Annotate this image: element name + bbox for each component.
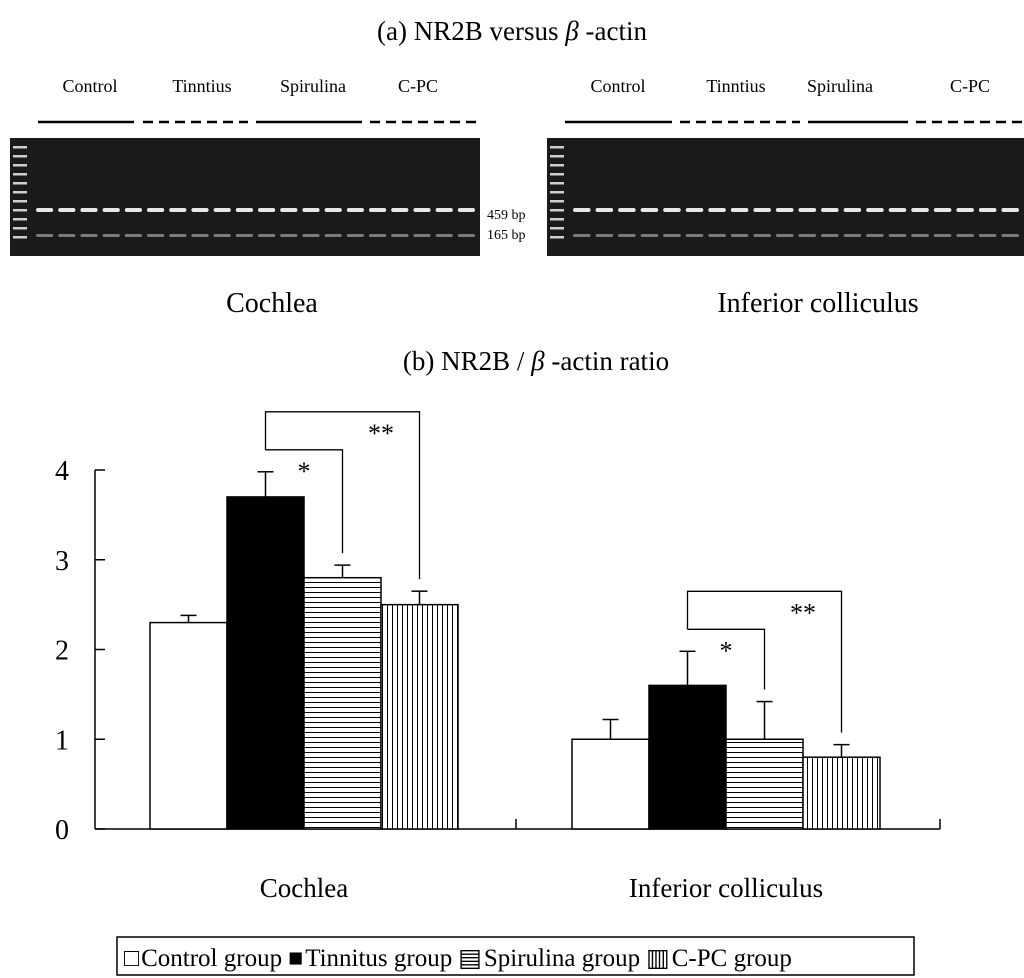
x-category-label: Inferior colliculus	[629, 873, 823, 903]
significance-bracket: ***	[264, 411, 421, 580]
x-category-label: Cochlea	[260, 873, 348, 903]
significance-marker: **	[368, 419, 394, 448]
legend-entry-cpc: C-PC group	[672, 945, 792, 972]
legend: □Control group ■Tinnitus group ▤Spirulina …	[116, 936, 915, 976]
legend-symbol-control: □	[124, 945, 140, 972]
gel-left-group-label: C-PC	[398, 76, 438, 96]
legend-symbol-cpc: ▥	[646, 945, 670, 972]
significance-bracket: ***	[686, 590, 843, 733]
gel-right-group-label: Tinntius	[706, 76, 765, 96]
gel-image-inferior-colliculus	[547, 138, 1024, 256]
y-tick-label: 4	[55, 456, 69, 487]
legend-entry-control: Control group	[141, 945, 282, 972]
band-label-459: 459 bp	[487, 208, 526, 223]
gel-tissue-label-cochlea: Cochlea	[226, 288, 318, 319]
panel-a-title: (a) NR2B versus β -actin	[377, 16, 647, 46]
significance-marker: **	[790, 598, 816, 627]
y-tick-label: 1	[55, 725, 69, 756]
bar-1-1	[648, 684, 727, 830]
y-tick-label: 2	[55, 636, 69, 667]
gel-left-group-label: Tinntius	[172, 76, 231, 96]
gel-image-cochlea	[10, 138, 480, 256]
gel-left-group-label: Spirulina	[280, 76, 346, 96]
y-tick-label: 3	[55, 546, 69, 577]
gel-left-group-label: Control	[62, 76, 117, 96]
gel-right-headers: Control Tinntius Spirulina C-PC	[565, 76, 1022, 124]
bar-0-3	[380, 603, 459, 830]
legend-entry-spirulina: Spirulina group	[484, 945, 640, 972]
bar-1-0	[571, 738, 650, 830]
gel-tissue-label-inferior-colliculus: Inferior colliculus	[717, 288, 918, 319]
significance-marker: *	[298, 457, 311, 486]
panel-b-title: (b) NR2B / β -actin ratio	[403, 346, 669, 376]
gel-right-group-label: Spirulina	[807, 76, 873, 96]
bar-0-0	[149, 621, 228, 830]
legend-box	[116, 936, 915, 976]
gel-right-group-label: Control	[590, 76, 645, 96]
significance-marker: *	[720, 636, 733, 665]
gel-left-headers: Control Tinntius Spirulina C-PC	[38, 76, 478, 124]
bar-0-2	[303, 576, 382, 830]
bar-1-3	[802, 756, 881, 830]
legend-symbol-spirulina: ▤	[458, 945, 482, 972]
legend-text: □Control group ■Tinnitus group ▤Spirulina …	[124, 945, 792, 972]
legend-entry-tinnitus: Tinnitus group	[305, 945, 452, 972]
gel-right-group-label: C-PC	[950, 76, 990, 96]
bar-1-2	[725, 738, 804, 830]
bar-0-1	[226, 496, 305, 830]
y-tick-label: 0	[55, 815, 69, 846]
band-label-165: 165 bp	[487, 228, 526, 243]
legend-symbol-tinnitus: ■	[288, 945, 303, 972]
